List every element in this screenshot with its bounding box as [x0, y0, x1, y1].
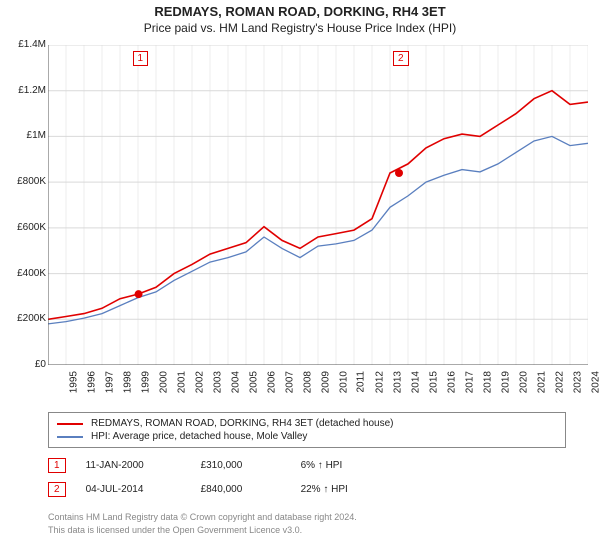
- x-tick-label: 2004: [230, 371, 241, 393]
- x-tick-label: 2016: [446, 371, 457, 393]
- y-tick-label: £800K: [0, 176, 46, 187]
- x-tick-label: 2019: [500, 371, 511, 393]
- x-tick-label: 1996: [86, 371, 97, 393]
- page: REDMAYS, ROMAN ROAD, DORKING, RH4 3ET Pr…: [0, 0, 600, 560]
- annotation-date-0: 11-JAN-2000: [86, 460, 181, 471]
- x-tick-label: 2011: [356, 371, 367, 393]
- x-tick-label: 2023: [572, 371, 583, 393]
- chart-title: REDMAYS, ROMAN ROAD, DORKING, RH4 3ET: [0, 0, 600, 19]
- chart-marker-label: 1: [133, 51, 149, 66]
- x-tick-label: 2006: [266, 371, 277, 393]
- x-tick-label: 2021: [536, 371, 547, 393]
- x-tick-label: 2001: [176, 371, 187, 393]
- x-tick-label: 2010: [338, 371, 349, 393]
- y-tick-label: £1M: [0, 130, 46, 141]
- annotation-pct-0: 6% ↑ HPI: [301, 460, 343, 471]
- x-tick-label: 2014: [410, 371, 421, 393]
- y-tick-label: £0: [0, 359, 46, 370]
- x-tick-label: 2024: [590, 371, 600, 393]
- x-tick-label: 1995: [68, 371, 79, 393]
- x-tick-label: 1998: [122, 371, 133, 393]
- chart-marker-label: 2: [393, 51, 409, 66]
- legend-swatch-0: [57, 423, 83, 425]
- y-tick-label: £400K: [0, 268, 46, 279]
- annotation-marker-0: 1: [48, 458, 66, 473]
- x-tick-label: 1997: [104, 371, 115, 393]
- legend-item-0: REDMAYS, ROMAN ROAD, DORKING, RH4 3ET (d…: [57, 417, 557, 430]
- legend-item-1: HPI: Average price, detached house, Mole…: [57, 430, 557, 443]
- x-tick-label: 2000: [158, 371, 169, 393]
- legend-label-0: REDMAYS, ROMAN ROAD, DORKING, RH4 3ET (d…: [91, 418, 394, 429]
- annotation-date-1: 04-JUL-2014: [86, 484, 181, 495]
- x-tick-label: 2003: [212, 371, 223, 393]
- x-tick-label: 2005: [248, 371, 259, 393]
- footnote-line-2: This data is licensed under the Open Gov…: [48, 525, 302, 537]
- y-tick-label: £1.4M: [0, 39, 46, 50]
- x-tick-label: 2015: [428, 371, 439, 393]
- y-tick-label: £600K: [0, 222, 46, 233]
- x-tick-label: 2017: [464, 371, 475, 393]
- legend: REDMAYS, ROMAN ROAD, DORKING, RH4 3ET (d…: [48, 412, 566, 448]
- annotations-price-1: £840,000: [201, 484, 281, 495]
- chart-area: £0£200K£400K£600K£800K£1M£1.2M£1.4M19951…: [48, 45, 588, 365]
- annotation-pct-1: 22% ↑ HPI: [301, 484, 348, 495]
- x-tick-label: 2018: [482, 371, 493, 393]
- x-tick-label: 2020: [518, 371, 529, 393]
- legend-swatch-1: [57, 436, 83, 438]
- annotation-row-0: 1 11-JAN-2000 £310,000 6% ↑ HPI: [48, 458, 568, 473]
- x-tick-label: 2008: [302, 371, 313, 393]
- x-tick-label: 2022: [554, 371, 565, 393]
- legend-label-1: HPI: Average price, detached house, Mole…: [91, 431, 307, 442]
- x-tick-label: 1999: [140, 371, 151, 393]
- y-tick-label: £1.2M: [0, 85, 46, 96]
- chart-subtitle: Price paid vs. HM Land Registry's House …: [0, 19, 600, 39]
- x-tick-label: 2012: [374, 371, 385, 393]
- footnote-line-1: Contains HM Land Registry data © Crown c…: [48, 512, 357, 524]
- y-tick-label: £200K: [0, 313, 46, 324]
- x-tick-label: 2007: [284, 371, 295, 393]
- x-tick-label: 2013: [392, 371, 403, 393]
- x-tick-label: 2002: [194, 371, 205, 393]
- annotation-row-1: 2 04-JUL-2014 £840,000 22% ↑ HPI: [48, 482, 568, 497]
- annotation-marker-1: 2: [48, 482, 66, 497]
- x-tick-label: 2009: [320, 371, 331, 393]
- annotation-price-0: £310,000: [201, 460, 281, 471]
